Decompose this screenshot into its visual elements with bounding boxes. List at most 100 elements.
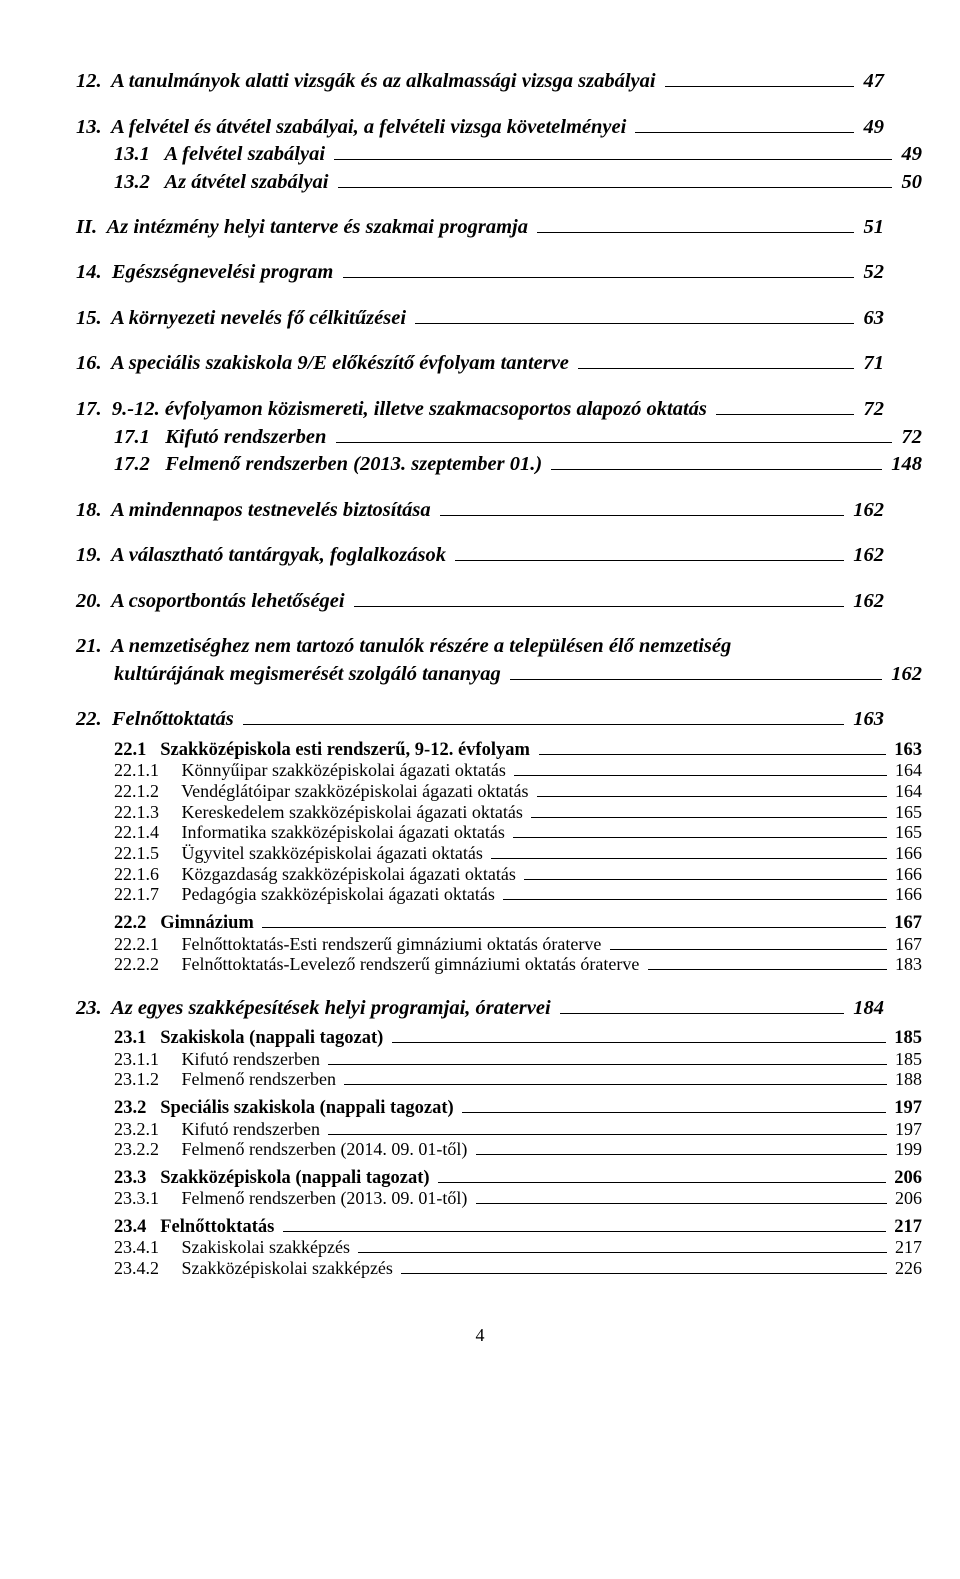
- toc-entry-page: 166: [891, 843, 923, 864]
- toc-leader: [551, 469, 882, 470]
- toc-entry: 23.1.2 Felmenő rendszerben 188: [76, 1069, 922, 1090]
- page-number: 4: [76, 1325, 884, 1346]
- toc-leader: [243, 724, 844, 725]
- toc-entry-page: 185: [891, 1049, 923, 1070]
- toc-entry: 22.1.5 Ügyvitel szakközépiskolai ágazati…: [76, 843, 922, 864]
- toc-leader: [334, 159, 892, 160]
- toc-entry-page: 226: [891, 1258, 923, 1279]
- toc-entry-page: 51: [858, 216, 884, 239]
- toc-entry-label: 22.2 Gimnázium: [114, 913, 258, 933]
- toc-leader: [344, 1084, 886, 1085]
- toc-entry-page: 162: [886, 663, 922, 687]
- toc-entry: 16. A speciális szakiskola 9/E előkészít…: [76, 352, 884, 376]
- toc-entry-page: 166: [891, 864, 923, 885]
- toc-leader: [328, 1064, 886, 1065]
- toc-entry: 22. Felnőttoktatás 163: [76, 708, 884, 732]
- toc-entry: 22.1.3 Kereskedelem szakközépiskolai ága…: [76, 802, 922, 823]
- toc-entry: 22.1.7 Pedagógia szakközépiskolai ágazat…: [76, 884, 922, 905]
- toc-entry: 23.2 Speciális szakiskola (nappali tagoz…: [76, 1098, 922, 1118]
- toc-entry: 22.1.6 Közgazdaság szakközépiskolai ágaz…: [76, 864, 922, 885]
- toc-leader: [539, 754, 886, 755]
- toc-entry: 13.1 A felvétel szabályai 49: [76, 143, 922, 167]
- toc-leader: [343, 277, 855, 278]
- toc-entry: 23.3 Szakközépiskola (nappali tagozat) 2…: [76, 1168, 922, 1188]
- toc-leader: [513, 837, 886, 838]
- toc-entry-label: 23.3.1 Felmenő rendszerben (2013. 09. 01…: [114, 1188, 472, 1209]
- toc-entry-label: 22.1.5 Ügyvitel szakközépiskolai ágazati…: [114, 843, 487, 864]
- toc-entry-label: 22. Felnőttoktatás: [76, 708, 239, 732]
- toc-entry-page: 165: [891, 822, 923, 843]
- toc-entry-label: 12. A tanulmányok alatti vizsgák és az a…: [76, 70, 661, 94]
- toc-entry-page: 165: [891, 802, 923, 823]
- toc-entry-label: 22.1.1 Könnyűipar szakközépiskolai ágaza…: [114, 760, 510, 781]
- toc-leader: [510, 679, 882, 680]
- toc-leader: [537, 796, 886, 797]
- toc-entry: 12. A tanulmányok alatti vizsgák és az a…: [76, 70, 884, 94]
- toc-entry-page: 167: [891, 934, 923, 955]
- toc-entry: 23.1.1 Kifutó rendszerben 185: [76, 1049, 922, 1070]
- toc-entry-page: 162: [848, 499, 884, 523]
- toc-entry: 23.4 Felnőttoktatás 217: [76, 1217, 922, 1237]
- toc-entry-page: 162: [848, 590, 884, 614]
- toc-entry-label: 22.1.4 Informatika szakközépiskolai ágaz…: [114, 822, 509, 843]
- toc-entry-page: 185: [890, 1028, 922, 1048]
- toc-leader: [537, 232, 854, 233]
- toc-entry-label: kultúrájának megismerését szolgáló tanan…: [114, 663, 506, 687]
- toc-entry-label: 17.1 Kifutó rendszerben: [114, 426, 332, 450]
- toc-entry-label: 23.4.2 Szakközépiskolai szakképzés: [114, 1258, 397, 1279]
- toc-entry: II. Az intézmény helyi tanterve és szakm…: [76, 216, 884, 239]
- toc-entry-label: 17. 9.-12. évfolyamon közismereti, illet…: [76, 398, 712, 422]
- toc-entry-label: 23.4 Felnőttoktatás: [114, 1217, 279, 1237]
- toc-entry-page: 164: [891, 760, 923, 781]
- toc-entry-label: 23.2.1 Kifutó rendszerben: [114, 1119, 324, 1140]
- toc-entry-page: 163: [890, 740, 922, 760]
- toc-leader: [415, 323, 854, 324]
- toc-entry-label: 23.2 Speciális szakiskola (nappali tagoz…: [114, 1098, 458, 1118]
- toc-leader: [524, 879, 886, 880]
- toc-entry-page: 167: [890, 913, 922, 933]
- toc-entry-page: 197: [890, 1098, 922, 1118]
- toc-entry: 23.4.1 Szakiskolai szakképzés 217: [76, 1237, 922, 1258]
- toc-entry-label: 20. A csoportbontás lehetőségei: [76, 590, 350, 614]
- toc-entry-label: 22.1.2 Vendéglátóipar szakközépiskolai á…: [114, 781, 533, 802]
- toc-entry: 21. A nemzetiséghez nem tartozó tanulók …: [76, 635, 884, 659]
- toc-leader: [438, 1182, 885, 1183]
- toc-entry-page: 63: [858, 307, 884, 331]
- toc-leader: [476, 1203, 887, 1204]
- toc-leader: [336, 442, 893, 443]
- toc-entry: 13.2 Az átvétel szabályai 50: [76, 171, 922, 195]
- toc-entry-label: 23. Az egyes szakképesítések helyi progr…: [76, 997, 556, 1021]
- toc-entry: 23.3.1 Felmenő rendszerben (2013. 09. 01…: [76, 1188, 922, 1209]
- toc-entry: 17.1 Kifutó rendszerben 72: [76, 426, 922, 450]
- toc-entry-page: 163: [848, 708, 884, 732]
- toc-entry-page: 217: [891, 1237, 923, 1258]
- toc-entry-page: 47: [858, 70, 884, 94]
- toc-entry-label: 15. A környezeti nevelés fő célkitűzései: [76, 307, 411, 331]
- toc-entry-label: 13.2 Az átvétel szabályai: [114, 171, 334, 195]
- toc-entry: 17. 9.-12. évfolyamon közismereti, illet…: [76, 398, 884, 422]
- toc-leader: [610, 949, 887, 950]
- toc-entry: 20. A csoportbontás lehetőségei 162: [76, 590, 884, 614]
- toc-entry: 23.2.2 Felmenő rendszerben (2014. 09. 01…: [76, 1139, 922, 1160]
- toc-leader: [262, 927, 885, 928]
- toc-entry-label: 14. Egészségnevelési program: [76, 261, 339, 285]
- toc-entry: 19. A választható tantárgyak, foglalkozá…: [76, 544, 884, 568]
- toc-entry-page: 148: [886, 453, 922, 477]
- toc-entry-page: 162: [848, 544, 884, 568]
- toc-leader: [283, 1231, 886, 1232]
- toc-entry-label: 19. A választható tantárgyak, foglalkozá…: [76, 544, 451, 568]
- toc-entry-page: 166: [891, 884, 923, 905]
- toc-leader: [455, 560, 844, 561]
- toc-entry-page: 183: [891, 954, 923, 975]
- toc-entry-label: 17.2 Felmenő rendszerben (2013. szeptemb…: [114, 453, 547, 477]
- toc-leader: [440, 515, 844, 516]
- toc-entry: 23.2.1 Kifutó rendszerben 197: [76, 1119, 922, 1140]
- toc-entry-page: 206: [891, 1188, 923, 1209]
- toc-leader: [392, 1042, 886, 1043]
- toc-entry: 14. Egészségnevelési program 52: [76, 261, 884, 285]
- toc-leader: [401, 1273, 886, 1274]
- toc-entry: 13. A felvétel és átvétel szabályai, a f…: [76, 116, 884, 140]
- toc-leader: [503, 899, 886, 900]
- toc-entry-label: 18. A mindennapos testnevelés biztosítás…: [76, 499, 436, 523]
- toc-entry-label: 23.2.2 Felmenő rendszerben (2014. 09. 01…: [114, 1139, 472, 1160]
